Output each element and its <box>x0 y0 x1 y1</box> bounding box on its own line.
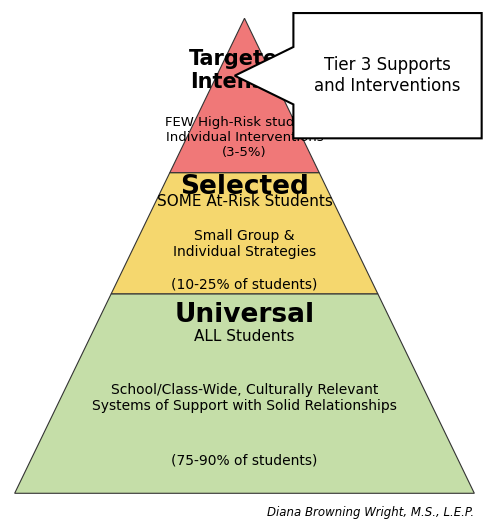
Text: Tier 3 Supports
and Interventions: Tier 3 Supports and Interventions <box>314 56 460 95</box>
Text: Universal: Universal <box>174 302 314 328</box>
Polygon shape <box>15 294 473 493</box>
Text: Targeted/
Intensive: Targeted/ Intensive <box>188 49 300 92</box>
Text: SOME At-Risk Students: SOME At-Risk Students <box>156 194 332 209</box>
Text: FEW High-Risk students
Individual Interventions
(3-5%): FEW High-Risk students Individual Interv… <box>165 115 323 159</box>
Text: (10-25% of students): (10-25% of students) <box>171 277 317 291</box>
Polygon shape <box>169 18 319 173</box>
Polygon shape <box>111 173 377 294</box>
Text: (75-90% of students): (75-90% of students) <box>171 453 317 467</box>
Text: Diana Browning Wright, M.S., L.E.P.: Diana Browning Wright, M.S., L.E.P. <box>266 506 473 519</box>
Text: Selected: Selected <box>180 174 308 200</box>
Text: Small Group &
Individual Strategies: Small Group & Individual Strategies <box>173 229 315 259</box>
Polygon shape <box>234 13 481 138</box>
Text: ALL Students: ALL Students <box>194 329 294 344</box>
Text: School/Class-Wide, Culturally Relevant
Systems of Support with Solid Relationshi: School/Class-Wide, Culturally Relevant S… <box>92 383 396 413</box>
